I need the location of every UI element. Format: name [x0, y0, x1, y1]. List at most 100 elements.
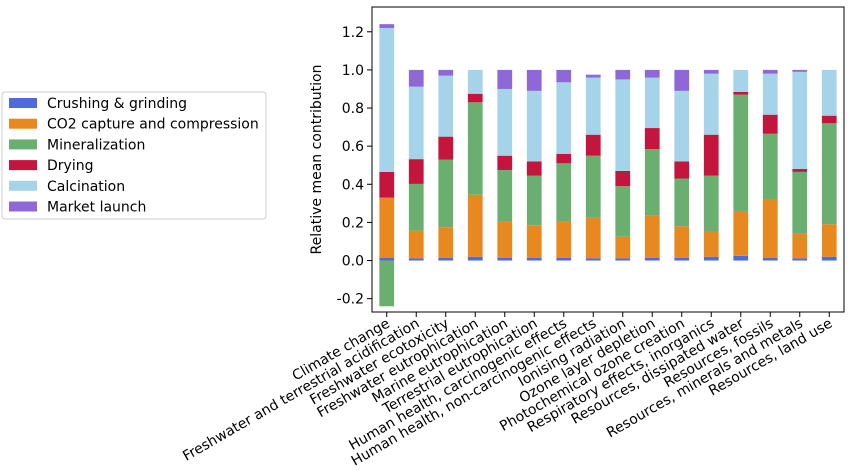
bar-segment [585, 258, 601, 261]
bar-segment [792, 71, 808, 170]
bar-segment [644, 257, 660, 261]
bar-segment [703, 134, 719, 176]
y-tick-label: 0.0 [342, 254, 364, 270]
legend-swatch [9, 201, 37, 212]
bar-segment [792, 171, 808, 234]
bar-segment [644, 69, 660, 78]
bar-segment [644, 215, 660, 258]
bar-segment [674, 226, 690, 258]
bar-segment [703, 231, 719, 257]
bar-segment [526, 175, 542, 226]
bar-segment [703, 175, 719, 232]
bar-segment [792, 258, 808, 261]
y-tick-label: 0.4 [342, 177, 364, 193]
bar-segment [438, 75, 454, 137]
bar-segment [792, 69, 808, 72]
bar-segment [497, 88, 513, 156]
bar-segment [526, 69, 542, 91]
bar-segment [615, 170, 631, 187]
bar-segment [821, 256, 837, 261]
bar-segment [438, 257, 454, 261]
bar-segment [585, 155, 601, 218]
bar-segment [526, 161, 542, 176]
bar-segment [615, 236, 631, 259]
bar-segment [556, 163, 572, 222]
bar-segment [379, 260, 395, 307]
bar-segment [792, 169, 808, 172]
bar-segment [408, 258, 424, 261]
bar-segment [556, 221, 572, 258]
bar-segment [526, 90, 542, 162]
bar-segment [497, 257, 513, 261]
bar-segment [733, 69, 749, 92]
bar-segment [615, 69, 631, 80]
legend-box [1, 91, 267, 220]
plot-frame [371, 6, 845, 313]
bar-segment [467, 69, 483, 94]
y-tick-label: 0.8 [342, 101, 364, 117]
bar-segment [408, 159, 424, 184]
y-axis-title: Relative mean contribution [309, 65, 325, 255]
legend-swatch [9, 180, 37, 191]
y-tick-label: 0.2 [342, 215, 364, 231]
legend-label: Crushing & grinding [47, 96, 187, 112]
bar-segment [379, 24, 395, 28]
bar-segment [585, 134, 601, 156]
bar-segment [762, 69, 778, 74]
bar-segment [585, 77, 601, 135]
bar-segment [408, 86, 424, 160]
bar-segment [703, 256, 719, 261]
bar-segment [467, 93, 483, 103]
bar-segment [379, 27, 395, 172]
bar-segment [733, 91, 749, 95]
bar-segment [556, 69, 572, 83]
bar-segment [644, 128, 660, 150]
bar-segment [467, 256, 483, 261]
bar-segment [821, 69, 837, 116]
legend-label: CO2 capture and compression [47, 117, 259, 133]
bar-segment [762, 114, 778, 134]
bar-segment [497, 69, 513, 89]
bar-segment [556, 257, 572, 261]
bar-segment [408, 183, 424, 231]
bar-segment [379, 257, 395, 261]
bar-segment [585, 217, 601, 259]
bar-segment [674, 90, 690, 162]
bar-segment [733, 255, 749, 261]
bar-segment [733, 210, 749, 256]
y-tick-label: 0.6 [342, 139, 364, 155]
y-tick-label: 1.0 [342, 63, 364, 79]
bar-segment [497, 155, 513, 170]
bar-segment [792, 233, 808, 259]
bar-segment [674, 178, 690, 227]
bar-segment [556, 153, 572, 164]
bar-segment [615, 79, 631, 171]
bar-segment [821, 123, 837, 225]
bar-segment [438, 136, 454, 160]
bar-segment [438, 159, 454, 228]
bar-segment [379, 171, 395, 198]
bar-segment [467, 102, 483, 195]
bar-segment [703, 73, 719, 135]
bar-segment [703, 69, 719, 74]
y-tick-label: -0.2 [337, 292, 364, 308]
bar-segment [497, 221, 513, 258]
legend-label: Calcination [47, 179, 125, 195]
legend-label: Drying [47, 158, 93, 174]
legend-swatch [9, 118, 37, 129]
bar-segment [821, 115, 837, 124]
bar-segment [674, 257, 690, 261]
bar-segment [762, 133, 778, 200]
legend-label: Mineralization [47, 137, 145, 153]
bar-segment [585, 74, 601, 78]
bar-segment [762, 257, 778, 261]
bars [379, 24, 837, 307]
y-axis: -0.2 0.0 0.2 0.4 0.6 0.8 1.0 1.2 [337, 25, 372, 308]
bar-segment [615, 258, 631, 261]
bar-segment [644, 77, 660, 129]
legend-label: Market launch [47, 200, 146, 216]
bar-segment [821, 224, 837, 257]
plot-border [371, 6, 845, 313]
